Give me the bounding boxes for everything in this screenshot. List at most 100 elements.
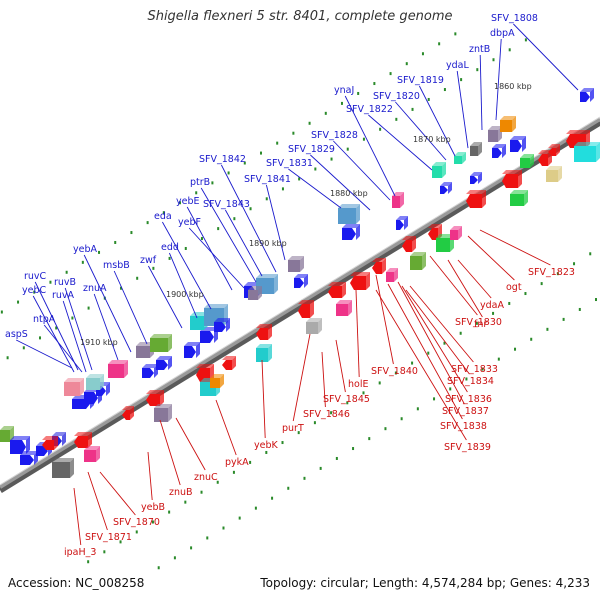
top-label-eda: eda — [154, 211, 172, 222]
tick-mark — [265, 197, 268, 201]
tick-mark — [146, 221, 149, 225]
tick-mark — [465, 377, 468, 381]
leader-line — [99, 471, 136, 516]
tick-mark — [238, 516, 241, 520]
gene-feature — [470, 172, 482, 184]
tick-mark — [0, 310, 3, 314]
gene-feature — [42, 436, 58, 450]
tick-mark — [136, 276, 139, 280]
tick-mark — [540, 282, 543, 286]
tick-mark — [346, 401, 349, 405]
gene-feature — [294, 274, 308, 288]
top-label-yebe: yebE — [176, 196, 200, 207]
kbp-mark: 1860 kbp — [494, 82, 532, 91]
leader-line — [405, 289, 470, 375]
tick-mark — [87, 560, 90, 564]
gene-feature — [432, 162, 446, 178]
tick-mark — [265, 450, 268, 454]
tick-mark — [81, 260, 84, 264]
tick-mark — [168, 256, 171, 260]
tick-mark — [427, 351, 430, 355]
tick-mark — [411, 361, 414, 365]
tick-mark — [276, 141, 279, 145]
leader-line — [292, 333, 311, 422]
bottom-label-sfv-1836: SFV_1836 — [445, 394, 492, 405]
tick-mark — [411, 107, 414, 111]
leader-line — [113, 270, 148, 345]
leader-line — [225, 209, 263, 277]
tick-mark — [379, 127, 382, 131]
tick-mark — [233, 217, 236, 221]
top-label-zntb: zntB — [469, 44, 490, 55]
top-label-ruva: ruvA — [52, 290, 75, 301]
tick-mark — [394, 371, 397, 375]
tick-mark — [384, 427, 387, 431]
leader-line — [175, 417, 206, 471]
gene-feature — [298, 300, 314, 318]
tick-mark — [373, 82, 376, 86]
tick-mark — [297, 431, 300, 435]
gene-feature — [142, 364, 158, 378]
leader-line — [321, 351, 326, 408]
tick-mark — [400, 417, 403, 421]
tick-mark — [98, 250, 101, 254]
tick-mark — [508, 301, 511, 305]
tick-mark — [119, 540, 122, 544]
top-label-znua: znuA — [83, 283, 107, 294]
gene-feature — [466, 190, 486, 208]
bottom-label-sfv-1846: SFV_1846 — [303, 409, 350, 420]
tick-mark — [135, 530, 138, 534]
tick-mark — [151, 520, 154, 524]
bottom-label-pyka: pykA — [225, 457, 249, 468]
tick-mark — [497, 357, 500, 361]
tick-mark — [443, 341, 446, 345]
tick-mark — [475, 321, 478, 325]
tick-mark — [460, 78, 463, 82]
gene-feature — [510, 136, 526, 152]
tick-mark — [22, 346, 25, 350]
tick-mark — [200, 237, 203, 241]
leader-line — [397, 281, 465, 405]
bottom-label-sfv-1840: SFV_1840 — [371, 366, 418, 377]
bottom-label-yebk: yebK — [254, 440, 278, 451]
tick-mark — [573, 262, 576, 266]
bottom-label-purt: purT — [282, 423, 304, 434]
leader-line — [456, 70, 469, 149]
top-label-sfv-1820: SFV_1820 — [373, 91, 420, 102]
gene-feature — [574, 142, 600, 162]
gene-feature — [108, 360, 128, 378]
leader-line — [215, 399, 237, 456]
leader-line — [344, 95, 396, 197]
gene-feature — [222, 356, 236, 370]
leader-line — [288, 168, 342, 209]
leader-line — [15, 339, 73, 369]
accession-text: Accession: NC_008258 — [8, 576, 145, 590]
top-label-sfv-1828: SFV_1828 — [311, 130, 358, 141]
tick-mark — [454, 32, 457, 36]
gene-feature — [256, 324, 272, 340]
bottom-label-sfv-1871: SFV_1871 — [85, 532, 132, 543]
tick-mark — [303, 476, 306, 480]
tick-mark — [184, 246, 187, 250]
tick-mark — [443, 88, 446, 92]
gene-features — [0, 88, 600, 478]
gene-feature — [248, 286, 262, 300]
gene-feature — [342, 224, 360, 240]
kbp-mark: 1910 kbp — [80, 338, 118, 347]
leader-line — [159, 419, 181, 486]
tick-mark — [71, 316, 74, 320]
gene-feature — [372, 258, 386, 274]
kbp-mark: 1880 kbp — [330, 189, 368, 198]
leader-line — [265, 184, 286, 261]
tick-mark — [346, 147, 349, 151]
tick-mark — [508, 48, 511, 52]
bottom-label-znub: znuB — [169, 487, 193, 498]
gene-feature — [214, 318, 230, 332]
tick-mark — [271, 496, 274, 500]
tick-mark — [313, 421, 316, 425]
gene-feature — [510, 190, 528, 206]
gene-feature — [256, 344, 272, 362]
gene-feature — [156, 356, 172, 370]
